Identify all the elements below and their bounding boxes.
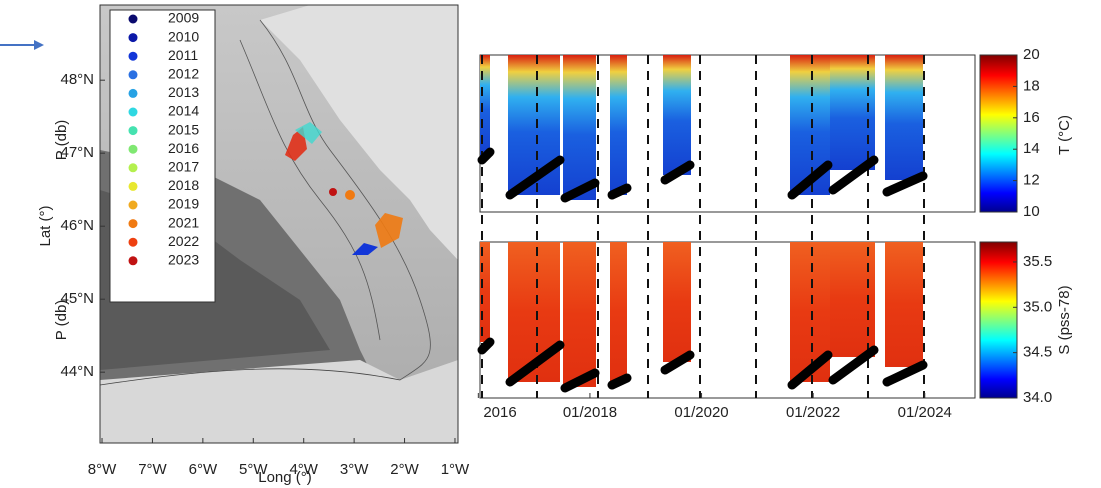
- legend-marker: [129, 108, 138, 117]
- x-tick-label: 01/2024: [898, 404, 952, 421]
- legend-label: 2014: [168, 103, 199, 119]
- y-tick-label: 48°N: [60, 71, 94, 88]
- colorbar-tick-label: 12: [1023, 172, 1040, 189]
- colorbar-tick-label: 35.5: [1023, 253, 1052, 270]
- legend-marker: [129, 182, 138, 191]
- legend-label: 2009: [168, 10, 199, 26]
- legend-marker: [129, 52, 138, 61]
- x-tick-label: 5°W: [239, 461, 268, 478]
- colorbar-tick-label: 20: [1023, 46, 1040, 63]
- y-tick-label: 44°N: [60, 363, 94, 380]
- colorbar-tick-label: 34.5: [1023, 344, 1052, 361]
- colorbar-tick-label: 18: [1023, 77, 1040, 94]
- legend-marker: [129, 238, 138, 247]
- legend-marker: [129, 163, 138, 172]
- colorbar-tick-label: 10: [1023, 203, 1040, 220]
- legend-marker: [129, 126, 138, 135]
- colorbar-tick-label: 35.0: [1023, 298, 1052, 315]
- x-tick-label: 3°W: [340, 461, 369, 478]
- x-tick-label: 6°W: [189, 461, 218, 478]
- legend-label: 2012: [168, 66, 199, 82]
- colorbar: [980, 55, 1017, 212]
- legend-label: 2023: [168, 252, 199, 268]
- x-tick-label: 01/2020: [674, 404, 728, 421]
- legend-marker: [129, 70, 138, 79]
- x-tick-label: 1°W: [441, 461, 470, 478]
- colorbar-label: T (°C): [1056, 115, 1073, 155]
- legend-label: 2010: [168, 28, 199, 44]
- legend-marker: [129, 15, 138, 24]
- legend-marker: [129, 219, 138, 228]
- legend-marker: [129, 33, 138, 42]
- x-tick-label: 7°W: [138, 461, 167, 478]
- legend-label: 2011: [168, 47, 198, 63]
- legend-label: 2013: [168, 84, 199, 100]
- legend-marker: [129, 145, 138, 154]
- legend-label: 2016: [168, 140, 199, 156]
- y-tick-label: 47°N: [60, 144, 94, 161]
- colorbar-tick-label: 14: [1023, 140, 1040, 157]
- x-tick-label: 01/2018: [563, 404, 617, 421]
- x-tick-label: 8°W: [88, 461, 117, 478]
- x-tick-label: 01/2022: [786, 404, 840, 421]
- legend-label: 2022: [168, 233, 199, 249]
- y-tick-label: 45°N: [60, 290, 94, 307]
- colorbar-tick-label: 34.0: [1023, 389, 1052, 406]
- x-tick-label: 2°W: [390, 461, 419, 478]
- colorbar-tick-label: 16: [1023, 109, 1040, 126]
- figure: 2009201020112012201320142015201620172018…: [0, 0, 1101, 488]
- colorbar-label: S (pss-78): [1056, 285, 1073, 354]
- x-tick-label: 4°W: [289, 461, 318, 478]
- legend-box: [110, 10, 215, 302]
- legend-label: 2019: [168, 196, 199, 212]
- legend-marker: [129, 201, 138, 210]
- legend-label: 2015: [168, 121, 199, 137]
- arrow-head: [34, 40, 44, 50]
- legend-marker: [129, 256, 138, 265]
- colorbar: [980, 242, 1017, 398]
- legend-label: 2017: [168, 159, 199, 175]
- legend-label: 2021: [168, 214, 199, 230]
- x-tick-label: 2016: [483, 404, 516, 421]
- legend-label: 2018: [168, 177, 199, 193]
- y-axis-label: Lat (°): [37, 205, 54, 246]
- legend-marker: [129, 89, 138, 98]
- y-tick-label: 46°N: [60, 217, 94, 234]
